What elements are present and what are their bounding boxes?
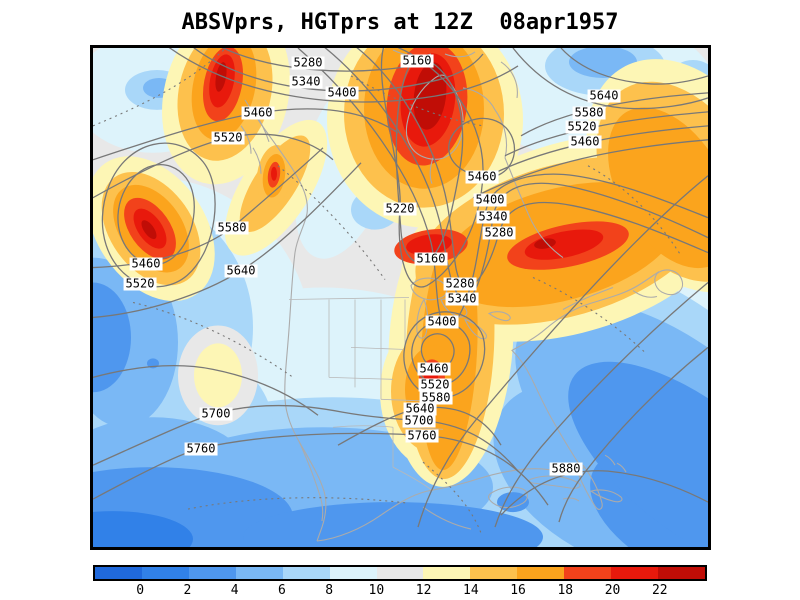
colorbar-tick: 14 — [463, 583, 479, 598]
colorbar-tick: 0 — [136, 583, 145, 598]
dotted-contour-layer — [93, 48, 682, 534]
map-frame: 5280 5340 5400 5460 5520 5580 5160 5640 5580 5520… — [90, 45, 711, 550]
height-contour-layer — [93, 48, 708, 528]
colorbar-tick: 8 — [325, 583, 334, 598]
colorbar-tick: 10 — [368, 583, 385, 598]
colorbar-segment — [329, 567, 377, 579]
map-canvas — [93, 48, 708, 547]
colorbar-tick-labels: 0 2 4 6 8 10 12 14 16 18 20 22 — [93, 583, 707, 599]
colorbar-segment — [282, 567, 330, 579]
colorbar-segment — [376, 567, 424, 579]
colorbar-segment — [188, 567, 236, 579]
colorbar-segment — [517, 567, 565, 579]
colorbar-tick: 2 — [183, 583, 192, 598]
vorticity-fill-layer — [93, 48, 708, 547]
colorbar-segment — [658, 567, 705, 579]
colorbar-segment — [141, 567, 189, 579]
colorbar-tick: 16 — [510, 583, 526, 598]
colorbar-tick: 18 — [557, 583, 574, 598]
colorbar-tick: 12 — [415, 583, 432, 598]
colorbar-tick: 20 — [604, 583, 621, 598]
colorbar-tick: 4 — [230, 583, 239, 598]
plot-title: ABSVprs, HGTprs at 12Z 08apr1957 — [181, 10, 619, 35]
colorbar-segment — [423, 567, 471, 579]
colorbar-segment — [611, 567, 659, 579]
colorbar-segment — [564, 567, 612, 579]
colorbar-segment — [470, 567, 518, 579]
colorbar-tick: 6 — [278, 583, 286, 598]
colorbar-tick: 22 — [651, 583, 668, 598]
colorbar-segment — [95, 567, 142, 579]
colorbar-segment — [235, 567, 283, 579]
colorbar — [93, 565, 707, 581]
